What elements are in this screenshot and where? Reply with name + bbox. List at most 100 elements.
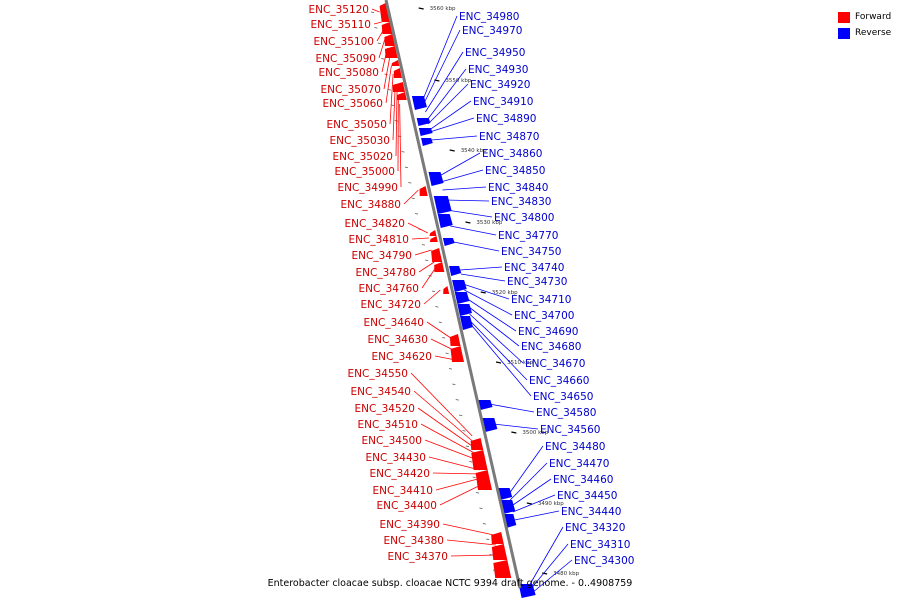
forward-connector — [378, 37, 386, 59]
minor-tick — [391, 104, 395, 106]
reverse-gene-label: ENC_34850 — [485, 165, 545, 177]
reverse-gene-label: ENC_34920 — [470, 79, 530, 91]
forward-swatch — [838, 11, 850, 23]
forward-connector — [389, 73, 394, 125]
minor-tick — [486, 538, 490, 540]
forward-connector — [418, 261, 435, 273]
reverse-connector — [511, 478, 552, 507]
minor-tick — [414, 213, 419, 215]
forward-gene-block — [491, 544, 508, 560]
genome-caption: Enterobacter cloacae subsp. cloacae NCTC… — [267, 578, 633, 589]
forward-connector — [383, 57, 390, 90]
reverse-gene-label: ENC_34950 — [465, 47, 525, 59]
minor-tick — [438, 321, 442, 323]
reverse-connector — [440, 169, 484, 183]
forward-gene-block — [429, 236, 438, 242]
forward-connector — [381, 47, 388, 73]
forward-gene-block — [471, 450, 488, 470]
forward-gene-label: ENC_35100 — [314, 36, 374, 48]
reverse-connector — [465, 297, 517, 332]
reverse-gene-label: ENC_34700 — [514, 310, 574, 322]
minor-tick — [448, 368, 453, 370]
forward-gene-block — [419, 186, 428, 196]
reverse-connector — [512, 494, 556, 513]
major-tick — [418, 7, 424, 10]
axis-line — [384, 0, 522, 589]
reverse-gene-block — [452, 280, 467, 292]
forward-connector — [410, 372, 473, 437]
forward-connector — [428, 456, 480, 471]
reverse-gene-label: ENC_34860 — [482, 148, 542, 160]
reverse-gene-label: ENC_34830 — [491, 196, 551, 208]
gene-labels: ENC_35120 ENC_35110 ENC_35100 ENC_35090 ENC_… — [309, 4, 635, 567]
reverse-gene-label: ENC_34440 — [561, 506, 621, 518]
forward-gene-label: ENC_34820 — [345, 218, 405, 230]
reverse-connector — [446, 209, 493, 218]
minor-tick — [445, 352, 449, 354]
reverse-gene-label: ENC_34870 — [479, 131, 539, 143]
minor-tick — [475, 492, 480, 494]
forward-connector — [423, 289, 441, 305]
genome-axis: 3560 kbp 3550 kbp 3540 kbp 3530 kbp 3520 kbp… — [370, 0, 580, 589]
forward-gene-label: ENC_35000 — [335, 166, 395, 178]
reverse-gene-block — [428, 172, 444, 186]
minor-tick — [455, 399, 459, 401]
forward-connector — [439, 483, 483, 506]
reverse-gene-label: ENC_34930 — [468, 64, 528, 76]
legend-reverse: Reverse — [838, 25, 891, 41]
reverse-connector — [459, 266, 503, 271]
label-connectors — [371, 8, 573, 595]
reverse-gene-block — [500, 500, 516, 514]
forward-gene-label: ENC_34500 — [362, 435, 422, 447]
major-tick — [465, 221, 471, 224]
reverse-connector — [529, 543, 569, 591]
forward-gene-label: ENC_34720 — [361, 299, 421, 311]
reverse-gene-label: ENC_34450 — [557, 490, 617, 502]
minor-tick — [452, 383, 456, 385]
reverse-gene-block — [411, 96, 427, 110]
minor-tick — [381, 58, 385, 60]
reverse-gene-label: ENC_34560 — [540, 424, 600, 436]
reverse-connector — [450, 225, 497, 236]
gene-blocks — [379, 3, 536, 598]
reverse-connector — [471, 325, 532, 397]
forward-connector — [426, 321, 452, 339]
forward-gene-block — [449, 334, 461, 346]
reverse-connector — [467, 305, 520, 347]
reverse-gene-block — [457, 304, 472, 316]
reverse-connector — [530, 559, 573, 595]
forward-label: Forward — [855, 12, 892, 22]
reverse-connector — [422, 15, 458, 101]
reverse-gene-label: ENC_34650 — [533, 391, 593, 403]
forward-gene-label: ENC_34380 — [384, 535, 444, 547]
reverse-connector — [460, 273, 506, 282]
reverse-gene-label: ENC_34670 — [525, 358, 585, 370]
forward-connector — [413, 390, 474, 443]
reverse-gene-label: ENC_34840 — [488, 182, 548, 194]
minor-tick — [411, 197, 415, 199]
reverse-gene-block — [459, 316, 474, 330]
minor-tick — [398, 135, 402, 137]
reverse-connector — [471, 321, 528, 381]
reverse-gene-label: ENC_34310 — [570, 539, 630, 551]
forward-gene-block — [443, 286, 450, 294]
reverse-connector — [453, 241, 500, 252]
forward-gene-block — [392, 82, 406, 92]
tick-label: 3480 kbp — [553, 571, 579, 577]
forward-gene-block — [434, 262, 445, 272]
tick-label: 3520 kbp — [492, 290, 518, 296]
forward-gene-block — [429, 230, 437, 236]
forward-connector — [442, 523, 494, 536]
reverse-connector — [429, 117, 475, 133]
forward-connector — [407, 222, 429, 234]
forward-connector — [450, 554, 499, 557]
forward-gene-label: ENC_35020 — [333, 151, 393, 163]
forward-connector — [430, 338, 454, 351]
forward-gene-block — [379, 3, 390, 22]
reverse-connector — [426, 68, 467, 121]
forward-connector — [446, 539, 497, 546]
reverse-connector — [509, 462, 548, 501]
minor-tick — [435, 306, 439, 308]
forward-connector — [414, 249, 432, 256]
reverse-connector — [462, 283, 510, 300]
